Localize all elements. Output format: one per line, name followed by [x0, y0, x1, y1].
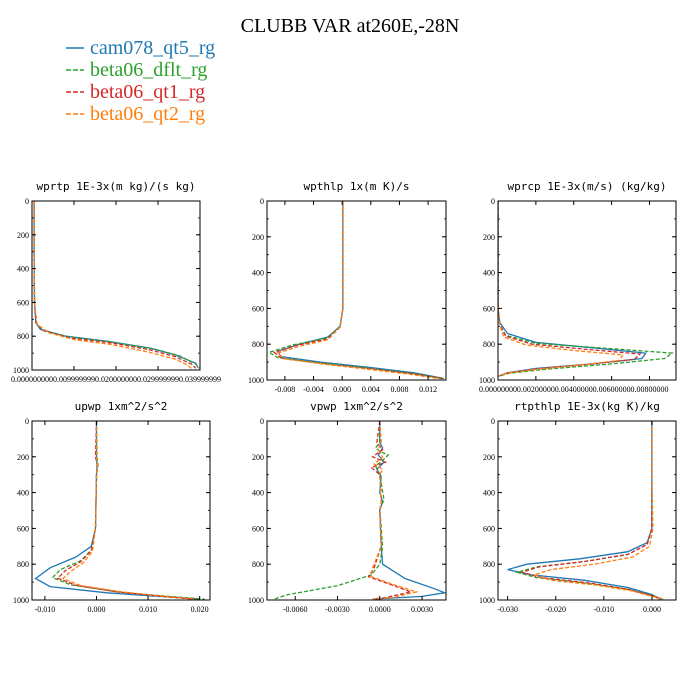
y-tick-label: 600: [252, 524, 264, 533]
x-tick-label: 0.010: [139, 605, 157, 614]
panel: upwp 1xm^2/s^2 0 200 400 600 800 1000 -0.010 0.0…: [13, 400, 211, 614]
y-tick-label: 0: [491, 197, 495, 206]
y-tick-label: 200: [17, 453, 29, 462]
series-line: [507, 421, 661, 600]
series-line: [276, 201, 439, 380]
x-tick-label: 0.009999999: [53, 375, 95, 384]
y-tick-label: 0: [25, 417, 29, 426]
y-tick-label: 400: [252, 489, 264, 498]
x-tick-label: -0.030: [497, 605, 518, 614]
x-tick-label: -0.010: [35, 605, 56, 614]
x-tick-label: -0.008: [275, 385, 296, 394]
panel-title: wprcp 1E-3x(m/s) (kg/kg): [508, 180, 667, 193]
x-tick-label: 0.000: [643, 605, 661, 614]
y-tick-label: 800: [483, 560, 495, 569]
x-tick-label: -0.010: [594, 605, 615, 614]
y-tick-label: 400: [483, 489, 495, 498]
x-tick-label: -0.020: [545, 605, 566, 614]
y-tick-label: 400: [483, 269, 495, 278]
y-tick-label: 400: [17, 265, 29, 274]
legend-label: beta06_qt2_rg: [90, 103, 205, 125]
y-tick-label: 400: [17, 489, 29, 498]
y-tick-label: 800: [252, 340, 264, 349]
panel: wpthlp 1x(m K)/s 0 200 400 600 800 1000 -0.008-…: [248, 180, 447, 394]
panel-title: vpwp 1xm^2/s^2: [310, 400, 403, 413]
x-tick-label: 0.00400000: [555, 385, 593, 394]
y-tick-label: 200: [252, 453, 264, 462]
x-tick-label: 0.0030: [411, 605, 433, 614]
legend-label: beta06_qt1_rg: [90, 81, 205, 103]
y-tick-label: 200: [483, 453, 495, 462]
panel-title: upwp 1xm^2/s^2: [75, 400, 168, 413]
panel: wprcp 1E-3x(m/s) (kg/kg) 0 200 400 600 800 100…: [479, 180, 677, 394]
x-tick-label: 0.004: [362, 385, 380, 394]
series-line: [61, 421, 195, 600]
panel: wprtp 1E-3x(m kg)/(s kg) 0 200 400 600 800 100…: [11, 180, 221, 384]
x-tick-label: 0.029999999: [137, 375, 179, 384]
y-tick-label: 200: [483, 233, 495, 242]
y-tick-label: 1000: [479, 376, 495, 385]
y-tick-label: 1000: [248, 376, 264, 385]
x-tick-label: 0.00000000: [479, 385, 517, 394]
y-tick-label: 200: [252, 233, 264, 242]
series-line: [273, 421, 390, 600]
x-tick-label: 0.020000000: [95, 375, 137, 384]
y-tick-label: 600: [17, 298, 29, 307]
y-tick-label: 600: [483, 524, 495, 533]
panel: vpwp 1xm^2/s^2 0 200 400 600 800 1000 -0.0060 -0…: [248, 400, 447, 614]
x-tick-label: 0.000000000: [11, 375, 53, 384]
y-tick-label: 200: [17, 231, 29, 240]
panel-title: wpthlp 1x(m K)/s: [304, 180, 410, 193]
x-tick-label: -0.0030: [325, 605, 350, 614]
y-tick-label: 600: [252, 304, 264, 313]
y-tick-label: 600: [17, 524, 29, 533]
panel-title: wprtp 1E-3x(m kg)/(s kg): [37, 180, 196, 193]
x-tick-label: -0.004: [303, 385, 324, 394]
x-tick-label: 0.000: [333, 385, 351, 394]
panels: wprtp 1E-3x(m kg)/(s kg) 0 200 400 600 800 100…: [11, 180, 677, 614]
x-tick-label: 0.00600000: [593, 385, 631, 394]
figure-title: CLUBB VAR at260E,-28N: [241, 15, 460, 37]
x-tick-label: 0.00800000: [630, 385, 668, 394]
x-tick-label: 0.012: [419, 385, 437, 394]
series-line: [370, 421, 419, 600]
series-line: [531, 421, 665, 600]
x-tick-label: 0.039999999: [179, 375, 221, 384]
x-tick-label: -0.0060: [283, 605, 308, 614]
panel-title: rtpthlp 1E-3x(kg K)/kg: [514, 400, 660, 413]
x-tick-label: 0.0000: [369, 605, 391, 614]
y-tick-label: 800: [483, 340, 495, 349]
y-tick-label: 0: [491, 417, 495, 426]
y-tick-label: 0: [25, 197, 29, 206]
y-tick-label: 0: [260, 197, 264, 206]
series-line: [498, 201, 625, 378]
y-tick-label: 1000: [13, 366, 29, 375]
x-tick-label: 0.00200000: [517, 385, 555, 394]
panel: rtpthlp 1E-3x(kg K)/kg02004006008001000-…: [479, 400, 677, 614]
y-tick-label: 800: [252, 560, 264, 569]
x-tick-label: 0.000: [87, 605, 105, 614]
x-tick-label: 0.008: [390, 385, 408, 394]
legend: cam078_qt5_rgbeta06_dflt_rgbeta06_qt1_rg…: [66, 37, 215, 125]
legend-label: cam078_qt5_rg: [90, 37, 215, 59]
series-line: [519, 421, 661, 600]
y-tick-label: 800: [17, 332, 29, 341]
y-tick-label: 600: [483, 304, 495, 313]
y-tick-label: 400: [252, 269, 264, 278]
y-tick-label: 1000: [248, 596, 264, 605]
y-tick-label: 1000: [13, 596, 29, 605]
series-line: [33, 201, 193, 370]
legend-label: beta06_dflt_rg: [90, 59, 207, 81]
y-tick-label: 0: [260, 417, 264, 426]
y-tick-label: 1000: [479, 596, 495, 605]
y-tick-label: 800: [17, 560, 29, 569]
x-tick-label: 0.020: [191, 605, 209, 614]
